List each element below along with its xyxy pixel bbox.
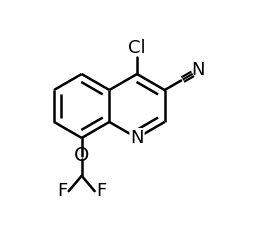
Text: Cl: Cl <box>128 39 146 57</box>
Text: N: N <box>192 61 205 79</box>
Text: O: O <box>74 146 89 165</box>
Text: F: F <box>57 182 68 200</box>
Text: F: F <box>96 182 106 200</box>
Text: N: N <box>130 129 144 147</box>
